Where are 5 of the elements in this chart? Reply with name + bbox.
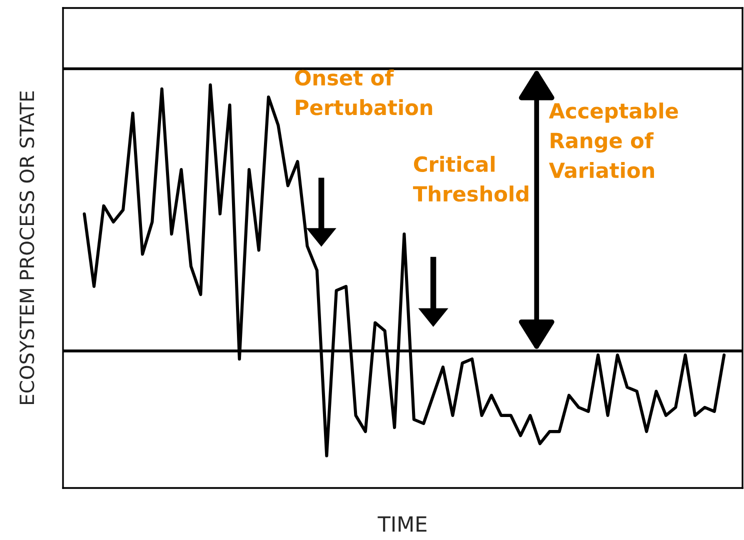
annotation: Acceptable Range of Variation (548, 102, 678, 178)
x-axis-title: TIME (378, 516, 426, 532)
annotation: Critical Threshold (413, 156, 528, 202)
annotation: Onset of Pertubation (295, 69, 432, 116)
y-axis-title: ECOSYSTEM PROCESS OR STATE (20, 91, 34, 404)
